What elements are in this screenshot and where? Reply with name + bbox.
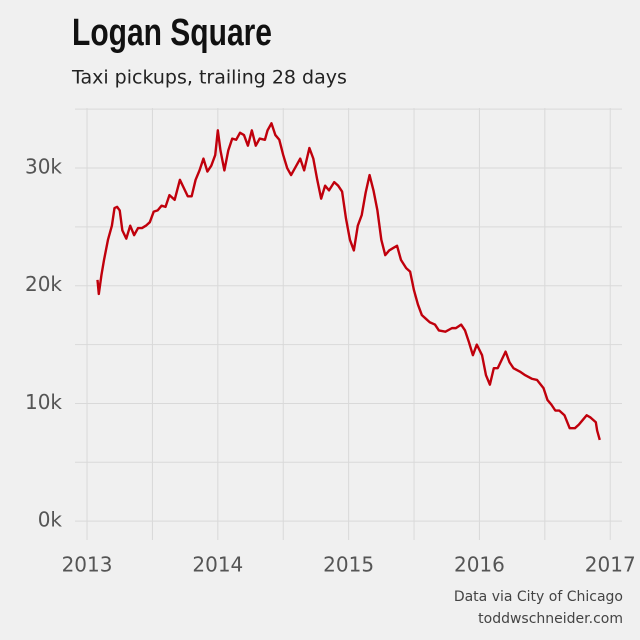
source-note: toddwschneider.com <box>478 611 623 627</box>
y-tick-label: 20k <box>25 272 62 296</box>
x-tick-label: 2014 <box>192 553 243 577</box>
x-tick-label: 2015 <box>323 553 374 577</box>
y-tick-label: 10k <box>25 390 62 414</box>
chart-subtitle: Taxi pickups, trailing 28 days <box>71 67 347 89</box>
chart-title: Logan Square <box>72 12 272 54</box>
x-tick-label: 2017 <box>585 553 636 577</box>
y-tick-label: 30k <box>25 155 62 179</box>
data-line <box>96 122 601 441</box>
x-tick-label: 2013 <box>62 553 113 577</box>
grid <box>75 108 622 540</box>
y-tick-label: 0k <box>38 508 63 532</box>
source-note: Data via City of Chicago <box>454 589 623 605</box>
x-tick-label: 2016 <box>454 553 505 577</box>
